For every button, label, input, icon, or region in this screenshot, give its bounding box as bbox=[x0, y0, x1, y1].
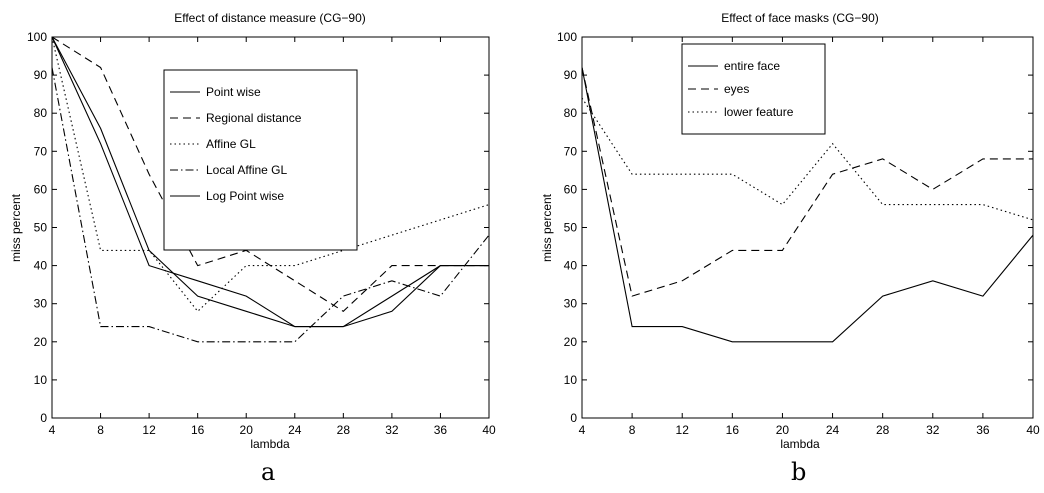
chart-b-xlabel: lambda bbox=[780, 437, 820, 451]
y-tick-label: 10 bbox=[34, 373, 48, 387]
series-line-point-wise bbox=[51, 36, 489, 328]
x-tick-label: 32 bbox=[926, 423, 940, 437]
x-tick-label: 40 bbox=[482, 423, 496, 437]
x-tick-label: 36 bbox=[976, 423, 990, 437]
x-tick-label: 28 bbox=[337, 423, 351, 437]
series-line-eyes bbox=[581, 67, 1033, 297]
y-tick-label: 80 bbox=[564, 106, 578, 120]
y-tick-label: 50 bbox=[564, 221, 578, 235]
y-tick-label: 20 bbox=[564, 335, 578, 349]
legend-box bbox=[163, 69, 358, 251]
y-tick-label: 40 bbox=[34, 259, 48, 273]
y-tick-label: 70 bbox=[34, 144, 48, 158]
y-tick-label: 60 bbox=[34, 182, 48, 196]
series-line-log-point-wise bbox=[51, 36, 489, 328]
y-tick-label: 90 bbox=[34, 68, 48, 82]
x-tick-label: 28 bbox=[876, 423, 890, 437]
chart-a-xlabel: lambda bbox=[250, 437, 290, 451]
chart-b-ylabel: miss percent bbox=[540, 193, 554, 262]
x-tick-label: 12 bbox=[142, 423, 156, 437]
x-tick-label: 20 bbox=[776, 423, 790, 437]
chart-b-title: Effect of face masks (CG−90) bbox=[721, 11, 879, 25]
chart-a-ylabel: miss percent bbox=[9, 193, 23, 262]
x-tick-label: 16 bbox=[191, 423, 205, 437]
y-tick-label: 0 bbox=[40, 411, 47, 425]
series-line-affine-gl bbox=[51, 36, 490, 313]
series-line-lower-feature bbox=[581, 97, 1034, 221]
chart-a-sub-label: a bbox=[261, 458, 276, 486]
x-tick-label: 40 bbox=[1026, 423, 1040, 437]
y-tick-label: 80 bbox=[34, 106, 48, 120]
legend: Point wise Regional distance Affine GL Loca… bbox=[163, 69, 358, 251]
y-tick-label: 100 bbox=[27, 30, 47, 44]
y-tick-label: 40 bbox=[564, 259, 578, 273]
chart-a: Effect of distance measure (CG−90) lambd… bbox=[9, 11, 496, 451]
x-tick-label: 8 bbox=[97, 423, 104, 437]
x-tick-label: 8 bbox=[629, 423, 636, 437]
x-tick-label: 36 bbox=[434, 423, 448, 437]
x-tick-label: 4 bbox=[579, 423, 586, 437]
x-tick-label: 16 bbox=[726, 423, 740, 437]
y-tick-label: 50 bbox=[34, 221, 48, 235]
x-tick-label: 4 bbox=[49, 423, 56, 437]
chart-a-title: Effect of distance measure (CG−90) bbox=[174, 11, 366, 25]
y-tick-label: 10 bbox=[564, 373, 578, 387]
legend-label: Local Affine GL bbox=[206, 163, 287, 177]
x-tick-label: 12 bbox=[676, 423, 690, 437]
y-tick-label: 70 bbox=[564, 144, 578, 158]
y-tick-label: 20 bbox=[34, 335, 48, 349]
legend-label: lower feature bbox=[724, 105, 794, 119]
y-tick-label: 0 bbox=[570, 411, 577, 425]
x-tick-label: 32 bbox=[385, 423, 399, 437]
chart-b: Effect of face masks (CG−90) lambda miss… bbox=[540, 11, 1040, 451]
series-line-regional-distance bbox=[51, 36, 489, 312]
legend-label: Regional distance bbox=[206, 111, 302, 125]
y-tick-label: 30 bbox=[34, 297, 48, 311]
chart-b-sub-label: b bbox=[791, 458, 807, 486]
legend-label: Point wise bbox=[206, 85, 261, 99]
series-line-local-affine-gl bbox=[51, 67, 490, 343]
legend-label: entire face bbox=[724, 59, 780, 73]
y-tick-label: 100 bbox=[557, 30, 577, 44]
y-tick-label: 60 bbox=[564, 182, 578, 196]
series-line-entire-face bbox=[581, 67, 1034, 343]
legend: entire face eyes lower feature bbox=[681, 43, 826, 135]
y-tick-label: 90 bbox=[564, 68, 578, 82]
y-tick-label: 30 bbox=[564, 297, 578, 311]
x-tick-label: 24 bbox=[826, 423, 840, 437]
legend-label: Affine GL bbox=[206, 137, 256, 151]
legend-label: eyes bbox=[724, 82, 749, 96]
x-tick-label: 24 bbox=[288, 423, 302, 437]
legend-label: Log Point wise bbox=[206, 189, 284, 203]
x-tick-label: 20 bbox=[240, 423, 254, 437]
